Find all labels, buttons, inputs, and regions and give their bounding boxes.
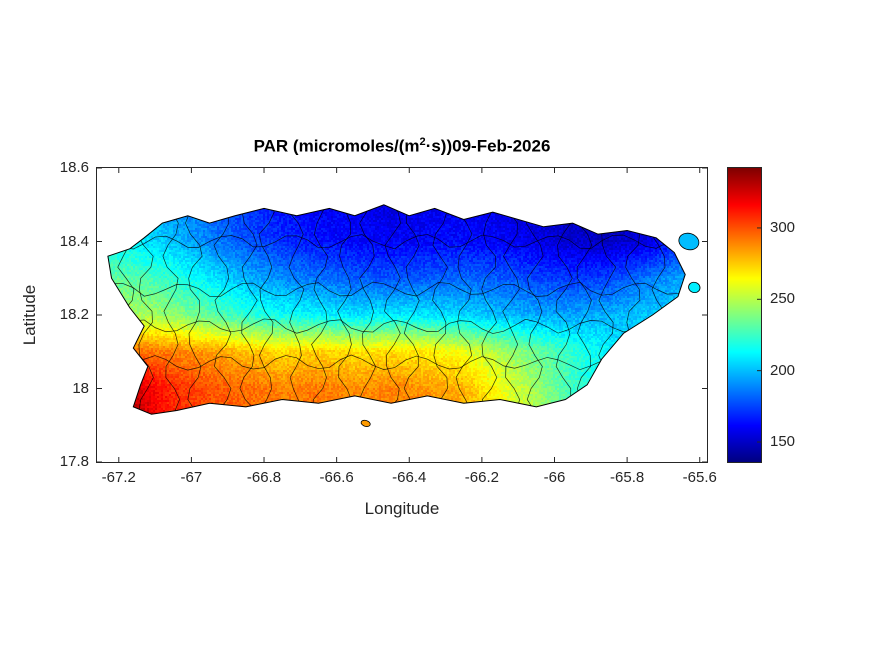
colorbar-gradient xyxy=(728,168,761,462)
colorbar-tick-label: 200 xyxy=(770,361,796,379)
x-tick-label: -65.6 xyxy=(682,469,717,486)
y-tick-label: 18 xyxy=(72,379,89,397)
x-tick-label: -66.4 xyxy=(392,469,427,486)
x-tick-label: -67.2 xyxy=(101,469,136,486)
y-tick-label: 18.4 xyxy=(59,232,89,250)
x-tick-label: -65.8 xyxy=(610,469,645,486)
x-axis-label: Longitude xyxy=(364,499,440,518)
colorbar-tick-label: 300 xyxy=(770,218,796,236)
y-tick-label: 17.8 xyxy=(59,453,89,470)
x-tick-label: -66 xyxy=(543,469,566,486)
y-tick-label: 18.6 xyxy=(59,159,89,176)
x-tick-label: -66.8 xyxy=(246,469,282,486)
chart-title: PAR (micromoles/(m2·s))09-Feb-2026 xyxy=(97,136,707,157)
par-heatmap-canvas xyxy=(97,168,707,462)
colorbar xyxy=(727,167,762,463)
x-tick-label: -66.2 xyxy=(464,469,499,486)
title-prefix: PAR (micromoles/(m xyxy=(253,136,420,156)
title-superscript: 2 xyxy=(419,136,426,148)
colorbar-tick-label: 250 xyxy=(770,290,796,308)
y-tick-label: 18.2 xyxy=(59,306,89,323)
title-suffix: ·s))09-Feb-2026 xyxy=(425,136,551,156)
colorbar-tick-label: 150 xyxy=(770,433,796,451)
plot-area xyxy=(96,167,708,463)
x-tick-label: -67 xyxy=(180,469,203,486)
x-tick-label: -66.6 xyxy=(319,469,354,486)
